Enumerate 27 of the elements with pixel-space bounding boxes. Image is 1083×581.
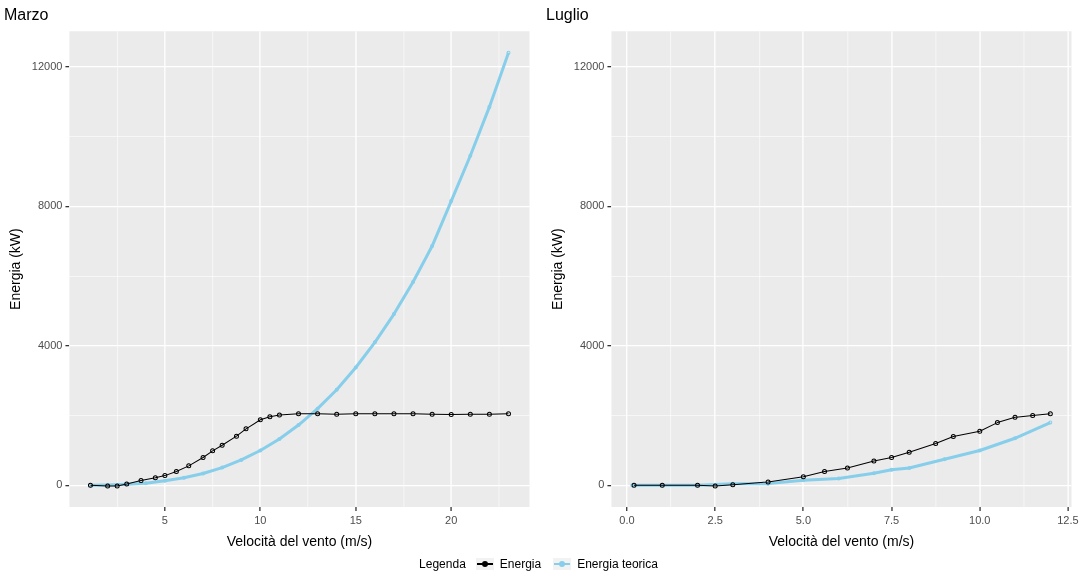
y-axis-title: Energia (kW)	[548, 228, 565, 310]
x-tick-label: 5	[161, 513, 168, 526]
x-tick-label: 0.0	[618, 513, 635, 526]
x-tick-label: 5.0	[795, 513, 811, 526]
x-tick-label: 12.5	[1056, 513, 1079, 526]
x-tick-label: 7.5	[883, 513, 899, 526]
y-tick-label: 4000	[579, 338, 604, 351]
x-tick-label: 2.5	[707, 513, 723, 526]
x-tick-label: 20	[445, 513, 458, 526]
x-axis-title: Velocità del vento (m/s)	[768, 533, 914, 550]
y-axis-title: Energia (kW)	[7, 228, 24, 310]
x-tick-label: 10	[254, 513, 267, 526]
legend-label: Energia teorica	[577, 557, 658, 571]
y-tick-label: 4000	[37, 338, 63, 351]
chart-title: Luglio	[545, 6, 589, 23]
legend-title: Legenda	[419, 557, 466, 571]
x-tick-label: 10.0	[968, 513, 990, 526]
x-tick-label: 15	[349, 513, 362, 526]
y-tick-label: 8000	[579, 199, 604, 212]
y-tick-label: 12000	[31, 59, 63, 72]
legend-label: Energia	[499, 557, 542, 571]
y-tick-label: 12000	[573, 59, 604, 72]
chart-title: Marzo	[4, 6, 49, 23]
x-axis-title: Velocità del vento (m/s)	[226, 533, 373, 550]
y-tick-label: 8000	[37, 199, 63, 212]
y-tick-label: 0	[56, 478, 63, 491]
y-tick-label: 0	[597, 478, 604, 491]
